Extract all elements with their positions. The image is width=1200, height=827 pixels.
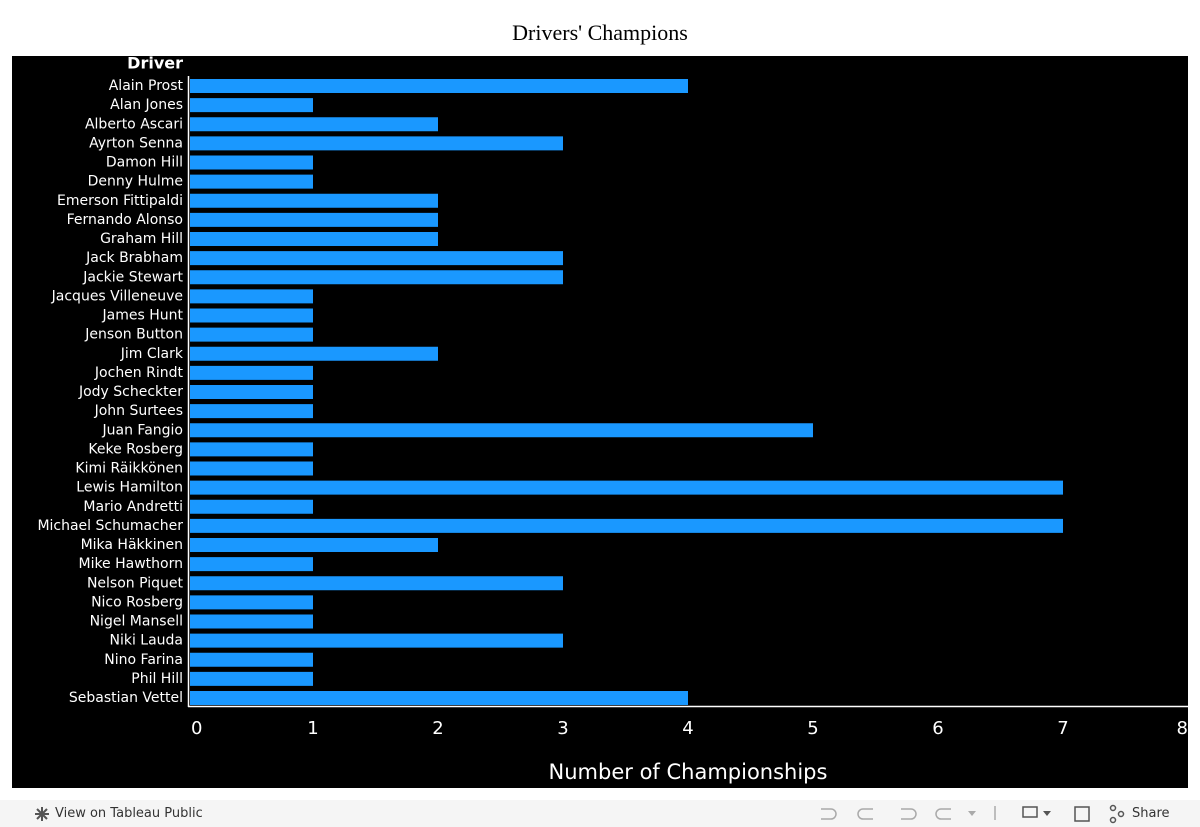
bar [190, 652, 313, 667]
bar [190, 385, 313, 399]
x-tick-label: 6 [932, 718, 943, 739]
x-tick-label: 7 [1057, 718, 1068, 739]
y-tick-label: Jenson Button [84, 327, 183, 343]
bar [190, 633, 563, 648]
bar [190, 155, 313, 170]
y-tick-label: Lewis Hamilton [76, 480, 183, 496]
y-tick-label: Phil Hill [131, 671, 183, 687]
bar [190, 193, 438, 208]
x-tick-label: 4 [682, 718, 693, 739]
bar [190, 480, 1063, 495]
y-tick-label: Nelson Piquet [87, 575, 184, 591]
bar [190, 518, 1063, 533]
bar [190, 461, 313, 476]
toolbar-icons [821, 804, 1125, 824]
tableau-icon [35, 807, 49, 821]
y-tick-label: Damon Hill [106, 155, 183, 171]
y-tick-label: Mario Andretti [83, 499, 183, 515]
bar [190, 671, 313, 686]
bar [190, 346, 438, 361]
bar [190, 557, 313, 572]
bar [190, 614, 313, 629]
y-tick-label: Ayrton Senna [89, 135, 183, 151]
chart: Drivers' Champions Driver Number of Cham… [12, 20, 1188, 788]
bar [190, 79, 688, 93]
y-tick-label: Graham Hill [100, 231, 183, 247]
x-tick-label: 1 [307, 718, 318, 739]
y-tick-label: James Hunt [102, 308, 184, 324]
chart-title: Drivers' Champions [512, 20, 688, 45]
fullscreen-icon[interactable] [1074, 806, 1090, 822]
y-tick-label: John Surtees [94, 403, 183, 419]
download-icon[interactable] [1022, 806, 1038, 818]
bar [190, 691, 688, 705]
undo-icon[interactable] [821, 808, 837, 820]
y-tick-label: Emerson Fittipaldi [57, 193, 183, 209]
bar [190, 423, 813, 438]
y-tick-label: Alain Prost [109, 78, 184, 94]
y-tick-label: Keke Rosberg [88, 441, 183, 457]
y-tick-label: Nigel Mansell [90, 614, 183, 630]
y-tick-label: Juan Fangio [102, 422, 183, 438]
bar [190, 595, 313, 610]
bar [190, 270, 563, 285]
bar [190, 442, 313, 457]
x-tick-label: 0 [191, 718, 202, 739]
y-tick-label: Nico Rosberg [91, 594, 183, 610]
y-tick-label: Sebastian Vettel [69, 690, 183, 706]
y-tick-label: Mika Häkkinen [81, 537, 183, 553]
y-tick-label: Jacques Villeneuve [51, 288, 183, 304]
share-button[interactable]: Share [1132, 806, 1170, 821]
toolbar: View on Tableau Public Share [0, 800, 1200, 827]
bar [190, 365, 313, 380]
refresh-icon[interactable] [935, 808, 951, 820]
y-tick-label: Mike Hawthorn [78, 556, 183, 572]
y-tick-label: Niki Lauda [109, 633, 183, 649]
bar [190, 174, 313, 189]
y-tick-label: Jim Clark [120, 346, 184, 362]
y-tick-label: Jack Brabham [85, 250, 183, 266]
x-tick-label: 2 [432, 718, 443, 739]
bar [190, 117, 438, 132]
bar [190, 98, 313, 113]
y-tick-label: Denny Hulme [88, 174, 183, 190]
y-tick-label: Michael Schumacher [37, 518, 183, 534]
x-axis-title: Number of Championships [549, 760, 828, 784]
y-tick-label: Alberto Ascari [85, 116, 183, 132]
bar [190, 251, 563, 266]
x-tick-label: 3 [557, 718, 568, 739]
bar [190, 576, 563, 591]
bar [190, 136, 563, 151]
revert-icon[interactable] [901, 808, 917, 820]
y-tick-label: Jochen Rindt [94, 365, 184, 381]
y-axis-title: Driver [127, 54, 183, 73]
bar [190, 212, 438, 227]
bar [190, 232, 438, 246]
y-tick-label: Fernando Alonso [67, 212, 183, 228]
bar [190, 499, 313, 514]
y-tick-label: Kimi Räikkönen [75, 461, 183, 477]
bar [190, 538, 438, 552]
x-tick-label: 8 [1177, 718, 1188, 739]
redo-icon[interactable] [857, 808, 873, 820]
view-link[interactable]: View on Tableau Public [55, 806, 203, 821]
x-tick-label: 5 [807, 718, 818, 739]
bar [190, 404, 313, 419]
bar [190, 289, 313, 304]
bar [190, 327, 313, 342]
y-tick-label: Alan Jones [110, 97, 183, 113]
y-tick-label: Jackie Stewart [82, 269, 183, 285]
y-tick-label: Nino Farina [104, 652, 183, 668]
y-tick-label: Jody Scheckter [78, 384, 183, 400]
bar [190, 308, 313, 323]
